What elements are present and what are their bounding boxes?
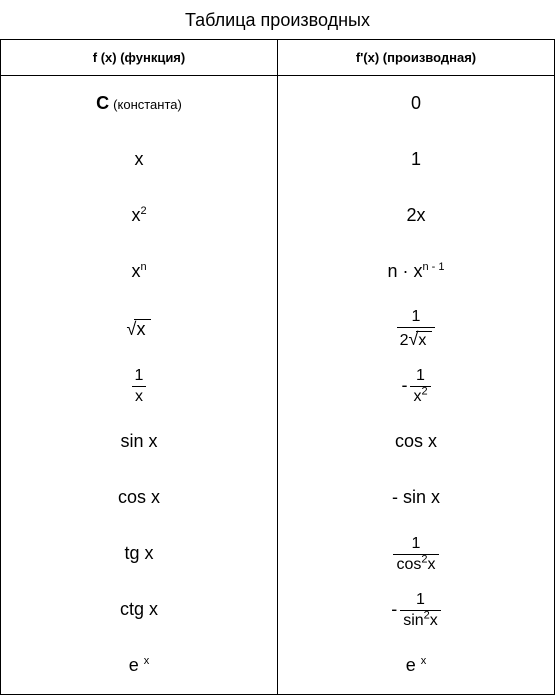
table-row: xn n · xn - 1 [1,244,555,300]
e-x-deriv: e x [406,656,427,676]
cell-deriv: 1 [278,132,555,188]
cell-func: x [1,132,278,188]
table-row: C (константа) 0 [1,76,555,133]
two-x: 2x [406,206,425,226]
one-over-2sqrtx: 1 2√x [397,308,436,350]
table-row: e x e x [1,638,555,695]
cell-func: e x [1,638,278,695]
one-over-x2: 1 x2 [410,367,430,406]
cos-x: cos x [395,432,437,452]
cell-deriv: - 1 sin2x [278,582,555,638]
cell-func: sin x [1,414,278,470]
table-row: x 1 [1,132,555,188]
table-row: x2 2x [1,188,555,244]
cell-deriv: - sin x [278,470,555,526]
cell-func: √x [1,300,278,358]
table-row: 1 x - 1 x2 [1,358,555,414]
minus-sign: - [401,376,407,396]
cell-func: tg x [1,526,278,582]
n-x-n-1: n · xn - 1 [387,262,444,282]
cell-func: ctg x [1,582,278,638]
cell-deriv: e x [278,638,555,695]
table-row: tg x 1 cos2x [1,526,555,582]
derivatives-table: f (x) (функция) f'(x) (производная) C (к… [0,39,555,695]
x-squared: x2 [131,206,146,226]
one-over-x: 1 x [132,367,147,406]
minus-sin-x: - sin x [392,488,440,508]
cell-deriv: 2x [278,188,555,244]
one-over-cos2x: 1 cos2x [393,535,438,574]
cos-x-2: cos x [118,488,160,508]
table-row: √x 1 2√x [1,300,555,358]
cell-deriv: n · xn - 1 [278,244,555,300]
cell-func: cos x [1,470,278,526]
sqrt-x: √x [127,319,152,340]
table-row: sin x cos x [1,414,555,470]
const-note: (константа) [113,97,182,112]
const-c: C [96,94,109,114]
cell-func: C (константа) [1,76,278,133]
one-over-sin2x: 1 sin2x [400,591,441,630]
zero: 0 [411,94,421,114]
header-function: f (x) (функция) [1,40,278,76]
cell-func: x2 [1,188,278,244]
header-derivative: f'(x) (производная) [278,40,555,76]
cell-func: 1 x [1,358,278,414]
e-x: e x [129,656,150,676]
ctg-x: ctg x [120,600,158,620]
table-row: ctg x - 1 sin2x [1,582,555,638]
cell-deriv: 0 [278,76,555,133]
table-row: cos x - sin x [1,470,555,526]
sin-x: sin x [120,432,157,452]
cell-deriv: cos x [278,414,555,470]
x: x [135,150,144,170]
minus-sign-2: - [391,600,397,620]
x-n: xn [131,262,146,282]
page-title: Таблица производных [0,0,555,39]
cell-deriv: 1 cos2x [278,526,555,582]
cell-func: xn [1,244,278,300]
cell-deriv: - 1 x2 [278,358,555,414]
one: 1 [411,150,421,170]
cell-deriv: 1 2√x [278,300,555,358]
tg-x: tg x [124,544,153,564]
